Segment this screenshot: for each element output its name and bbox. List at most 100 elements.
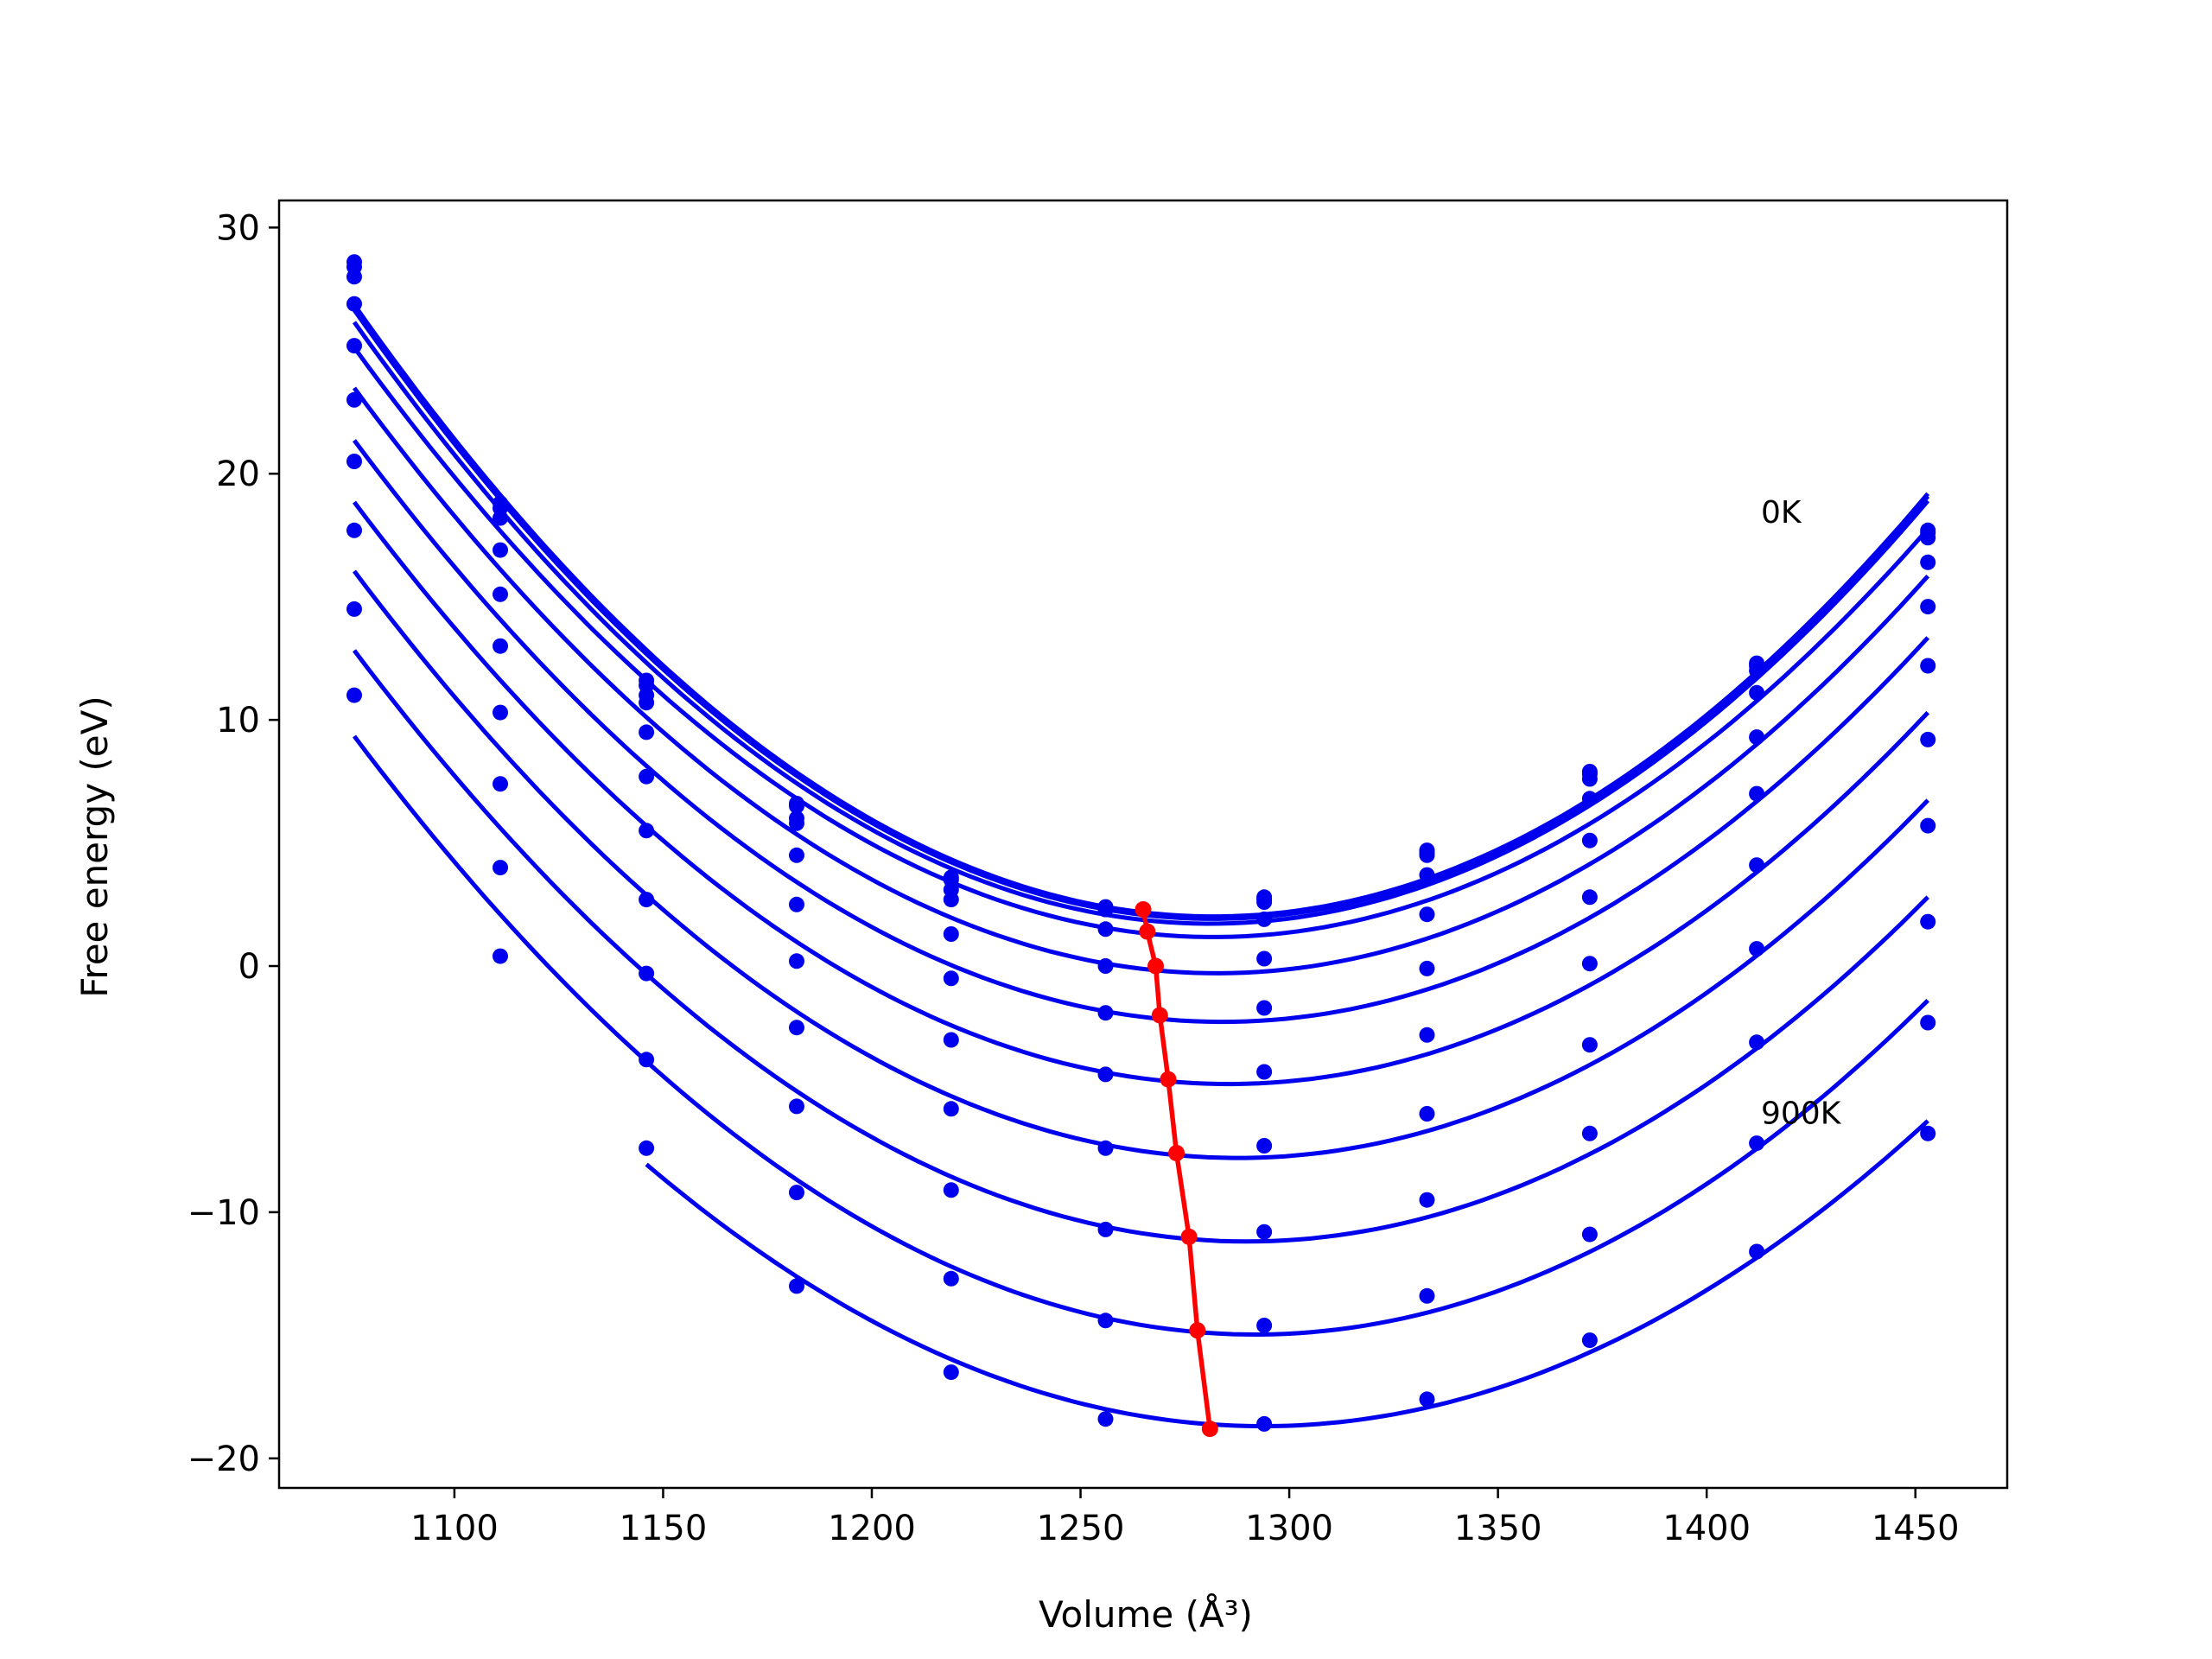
series-line-9 <box>353 649 1929 1244</box>
data-point <box>1749 663 1765 679</box>
data-point <box>493 510 508 526</box>
data-point <box>1581 1037 1598 1053</box>
data-point <box>1419 1287 1435 1304</box>
data-point <box>639 823 655 839</box>
plot-area: 0K 900K <box>346 254 1936 1438</box>
data-point <box>789 953 804 969</box>
data-point <box>1749 729 1765 746</box>
data-point <box>1256 911 1273 927</box>
data-point <box>789 815 804 831</box>
data-point <box>943 1364 959 1381</box>
annotation-label: 0K <box>1761 495 1802 531</box>
minimum-point <box>1151 1007 1168 1024</box>
data-point <box>1256 950 1273 967</box>
data-point <box>943 926 959 942</box>
data-point <box>1581 1332 1598 1349</box>
series-line-5 <box>352 386 1930 976</box>
y-tick-label: 10 <box>216 701 260 741</box>
data-point <box>346 601 362 617</box>
data-point <box>493 638 508 654</box>
data-point <box>1419 1391 1435 1408</box>
x-tick-label: 1300 <box>1245 1509 1333 1548</box>
data-point <box>639 965 655 982</box>
minimum-point <box>1147 957 1164 975</box>
data-point <box>1256 894 1273 910</box>
series-line-8 <box>353 569 1929 1160</box>
data-point <box>1749 857 1765 874</box>
data-point <box>1097 1313 1114 1329</box>
data-point <box>1419 867 1435 883</box>
data-point <box>1097 958 1114 974</box>
data-point <box>1419 960 1435 976</box>
data-point <box>1256 1224 1273 1240</box>
data-point <box>639 768 655 785</box>
data-point <box>1419 847 1435 863</box>
minimum-point <box>1160 1071 1177 1088</box>
x-tick-label: 1100 <box>410 1509 499 1548</box>
data-point <box>1256 1138 1273 1154</box>
x-tick-label: 1200 <box>828 1509 916 1548</box>
data-point <box>1581 889 1598 906</box>
axes-frame <box>277 199 2009 1490</box>
data-point <box>639 1140 655 1156</box>
data-point <box>1419 1192 1435 1208</box>
annotation-label: 900K <box>1761 1096 1842 1131</box>
data-point <box>1920 1125 1936 1141</box>
data-point <box>1256 1000 1273 1016</box>
data-point <box>943 970 959 987</box>
data-point <box>1097 901 1114 918</box>
data-point <box>1581 956 1598 972</box>
data-point <box>1920 817 1936 834</box>
data-point <box>789 847 804 863</box>
data-point <box>1920 913 1936 930</box>
data-point <box>493 542 508 558</box>
y-axis-label: Free energy (eV) <box>73 696 116 998</box>
x-tick-label: 1400 <box>1662 1509 1751 1548</box>
data-point <box>943 1182 959 1198</box>
data-point <box>1419 1027 1435 1043</box>
data-point <box>789 1020 804 1036</box>
data-point <box>493 860 508 876</box>
data-point <box>943 1101 959 1117</box>
data-point <box>1749 1034 1765 1051</box>
data-point <box>1097 1411 1114 1427</box>
data-point <box>493 948 508 964</box>
data-point <box>493 704 508 721</box>
data-point <box>1419 1106 1435 1122</box>
data-point <box>789 1185 804 1201</box>
y-tick-label: 0 <box>238 947 260 987</box>
data-point <box>1581 771 1598 787</box>
data-point <box>493 776 508 792</box>
data-point <box>346 269 362 285</box>
data-point <box>789 896 804 912</box>
data-point <box>1256 1064 1273 1080</box>
data-point <box>1097 1005 1114 1021</box>
data-point <box>1419 906 1435 923</box>
data-point <box>1256 1318 1273 1333</box>
series-line-11 <box>645 1119 1929 1428</box>
data-point <box>1749 684 1765 701</box>
y-tick-label: 20 <box>216 454 260 494</box>
data-point <box>493 586 508 602</box>
data-point <box>1749 785 1765 802</box>
data-point <box>943 1032 959 1048</box>
data-point <box>639 695 655 711</box>
data-point <box>1749 1243 1765 1260</box>
minimum-point <box>1180 1228 1198 1245</box>
data-point <box>1097 1221 1114 1237</box>
data-point <box>1749 1135 1765 1152</box>
data-point <box>789 1098 804 1115</box>
data-point <box>1920 658 1936 674</box>
minimum-point <box>1168 1145 1185 1161</box>
minimum-point <box>1189 1322 1206 1339</box>
series-line-10 <box>353 734 1929 1338</box>
x-axis-label: Volume (Å³) <box>1039 1592 1253 1636</box>
series-line-7 <box>353 500 1930 1087</box>
data-point <box>346 522 362 538</box>
minimum-point <box>1139 923 1156 940</box>
x-tick-label: 1150 <box>620 1509 708 1548</box>
y-tick-label: −20 <box>188 1440 260 1479</box>
data-point <box>1097 1066 1114 1083</box>
